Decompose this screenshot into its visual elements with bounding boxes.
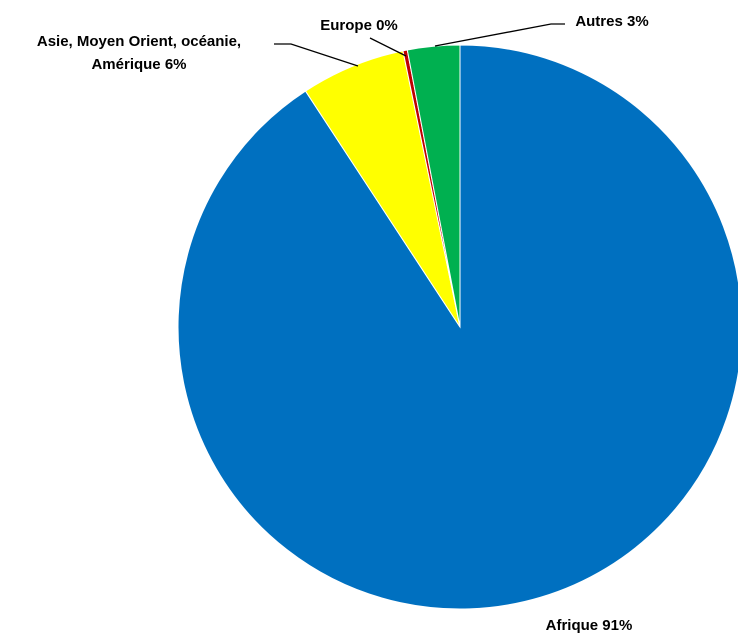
leader-line-autres [434, 23, 565, 47]
label-autres: Autres 3% [575, 13, 648, 30]
label-asie-line1: Asie, Moyen Orient, océanie, [37, 33, 241, 50]
label-asie-line2: Amérique 6% [91, 56, 186, 73]
pie-slices [177, 44, 738, 610]
label-europe: Europe 0% [320, 17, 398, 34]
pie-slice-autres [406, 44, 461, 328]
leader-line-europe [369, 37, 407, 57]
leader-line-asie [274, 43, 359, 67]
pie-slice-afrique [177, 44, 738, 610]
label-afrique: Afrique 91% [546, 617, 633, 634]
